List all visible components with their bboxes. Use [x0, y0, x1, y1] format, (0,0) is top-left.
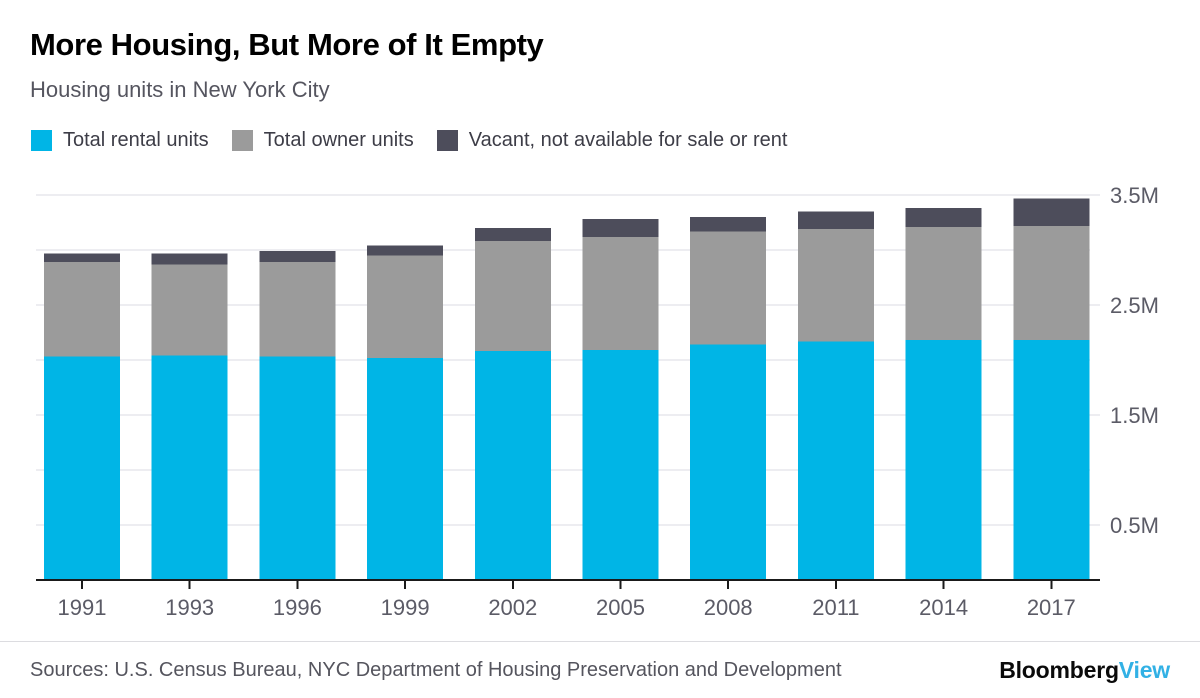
vacant-swatch-icon	[436, 130, 458, 151]
bar-segment-total-owner-units	[905, 226, 982, 341]
bar-segment-vacant-not-available-for-sale-or-rent	[151, 253, 228, 265]
legend-item-rental: Total rental units	[31, 129, 209, 152]
y-axis-label: 0.5M	[1110, 513, 1159, 538]
brand-bloomberg: Bloomberg	[999, 656, 1119, 683]
bar-segment-vacant-not-available-for-sale-or-rent	[259, 251, 336, 263]
bar-segment-vacant-not-available-for-sale-or-rent	[797, 211, 874, 230]
bar-segment-total-owner-units	[44, 262, 120, 357]
bar-segment-total-rental-units	[582, 350, 659, 580]
bar-segment-total-owner-units	[474, 241, 551, 352]
x-axis-label: 2008	[704, 595, 753, 620]
bar-segment-vacant-not-available-for-sale-or-rent	[474, 228, 551, 242]
y-axis-label: 2.5M	[1110, 293, 1159, 318]
chart-footer: Sources: U.S. Census Bureau, NYC Departm…	[0, 641, 1200, 698]
x-axis-label: 2005	[596, 595, 645, 620]
bar-segment-total-owner-units	[690, 231, 767, 345]
x-axis-label: 1996	[273, 595, 322, 620]
bar-segment-total-rental-units	[367, 357, 444, 580]
legend-item-owner: Total owner units	[231, 129, 414, 152]
legend-label-vacant: Vacant, not available for sale or rent	[468, 129, 788, 151]
bar-segment-total-owner-units	[1013, 225, 1090, 341]
chart-title: More Housing, But More of It Empty	[30, 27, 544, 62]
y-axis-label: 3.5M	[1110, 183, 1159, 208]
x-axis-label: 2011	[812, 595, 859, 620]
bar-segment-total-owner-units	[367, 255, 444, 358]
bar-segment-total-rental-units	[690, 344, 767, 580]
bar-segment-total-rental-units	[474, 351, 551, 580]
y-axis-label: 1.5M	[1110, 403, 1159, 428]
bar-segment-total-rental-units	[797, 341, 874, 580]
brand-view: View	[1118, 656, 1170, 683]
rental-swatch-icon	[31, 130, 52, 151]
bar-segment-total-rental-units	[259, 356, 336, 580]
owner-swatch-icon	[231, 130, 253, 151]
bar-segment-vacant-not-available-for-sale-or-rent	[1013, 198, 1090, 226]
bar-segment-total-rental-units	[44, 356, 120, 580]
bar-segment-total-owner-units	[797, 229, 874, 342]
x-axis-label: 2014	[919, 595, 968, 620]
bar-segment-vacant-not-available-for-sale-or-rent	[690, 217, 767, 232]
x-axis-label: 1991	[58, 595, 107, 620]
legend-item-vacant: Vacant, not available for sale or rent	[436, 129, 788, 152]
bar-segment-total-rental-units	[1013, 340, 1090, 580]
stacked-bar-chart: 0.5M 1.5M 2.5M 3.5M 1991 1993 1996 1999 2002 2005…	[36, 183, 1159, 620]
bar-segment-total-owner-units	[259, 262, 336, 357]
chart-subtitle: Housing units in New York City	[30, 77, 330, 102]
legend-label-rental: Total rental units	[63, 129, 209, 151]
x-axis-label: 2017	[1027, 595, 1076, 620]
x-axis-label: 1993	[165, 595, 214, 620]
bar-segment-total-rental-units	[905, 340, 982, 580]
bar-segment-total-owner-units	[582, 236, 659, 351]
x-axis-label: 2002	[488, 595, 537, 620]
bar-segment-vacant-not-available-for-sale-or-rent	[582, 219, 659, 237]
bar-segment-vacant-not-available-for-sale-or-rent	[367, 245, 444, 256]
x-axis-label: 1999	[381, 595, 430, 620]
bar-segment-total-rental-units	[151, 355, 228, 580]
sources-note: Sources: U.S. Census Bureau, NYC Departm…	[30, 658, 842, 681]
bar-segment-vacant-not-available-for-sale-or-rent	[44, 253, 120, 263]
chart-legend: Total rental units Total owner units Vac…	[31, 129, 810, 152]
bar-segment-vacant-not-available-for-sale-or-rent	[905, 208, 982, 227]
legend-label-owner: Total owner units	[263, 129, 414, 151]
bar-segment-total-owner-units	[151, 264, 228, 356]
bloomberg-view-logo: BloombergView	[999, 657, 1170, 684]
